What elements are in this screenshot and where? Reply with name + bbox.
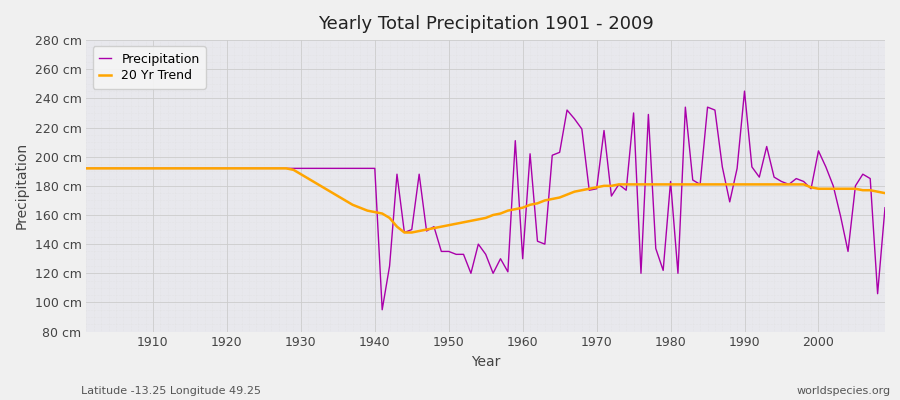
Precipitation xyxy=(81,166,92,171)
20 Yr Trend xyxy=(399,230,410,235)
Text: worldspecies.org: worldspecies.org xyxy=(796,386,891,396)
20 Yr Trend xyxy=(140,166,151,171)
Precipitation xyxy=(140,166,151,171)
X-axis label: Year: Year xyxy=(471,355,500,369)
20 Yr Trend xyxy=(347,202,358,207)
Precipitation xyxy=(518,256,528,261)
Precipitation xyxy=(377,307,388,312)
Text: Latitude -13.25 Longitude 49.25: Latitude -13.25 Longitude 49.25 xyxy=(81,386,261,396)
20 Yr Trend xyxy=(614,182,625,187)
20 Yr Trend xyxy=(879,191,890,196)
20 Yr Trend xyxy=(81,166,92,171)
Precipitation xyxy=(347,166,358,171)
20 Yr Trend xyxy=(525,202,535,207)
Precipitation xyxy=(614,182,625,187)
Precipitation xyxy=(525,151,535,156)
20 Yr Trend xyxy=(302,176,313,181)
Precipitation xyxy=(302,166,313,171)
Line: 20 Yr Trend: 20 Yr Trend xyxy=(86,168,885,232)
Y-axis label: Precipitation: Precipitation xyxy=(15,142,29,230)
Line: Precipitation: Precipitation xyxy=(86,91,885,310)
Precipitation xyxy=(879,205,890,210)
20 Yr Trend xyxy=(518,205,528,210)
Title: Yearly Total Precipitation 1901 - 2009: Yearly Total Precipitation 1901 - 2009 xyxy=(318,15,653,33)
Precipitation xyxy=(739,89,750,94)
Legend: Precipitation, 20 Yr Trend: Precipitation, 20 Yr Trend xyxy=(93,46,206,89)
